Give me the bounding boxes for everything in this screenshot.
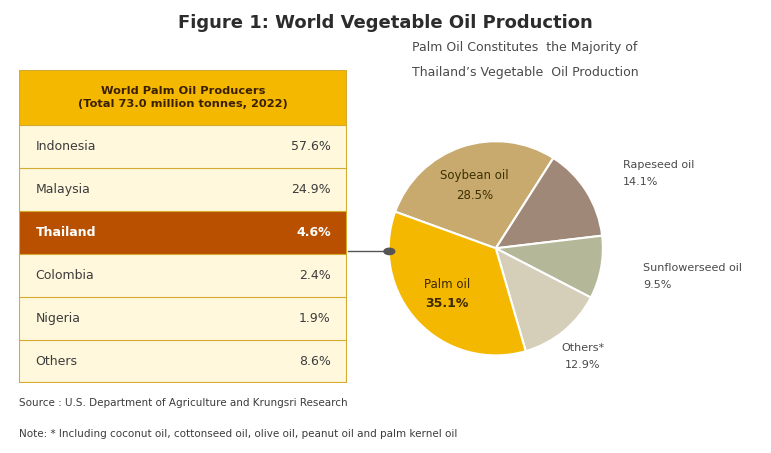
Text: 35.1%: 35.1% <box>426 297 469 310</box>
FancyBboxPatch shape <box>19 254 347 297</box>
Text: 2.4%: 2.4% <box>299 269 331 282</box>
Text: 9.5%: 9.5% <box>643 280 671 290</box>
Text: 12.9%: 12.9% <box>565 360 601 370</box>
FancyBboxPatch shape <box>19 168 347 211</box>
Text: Nigeria: Nigeria <box>35 312 81 325</box>
Text: 4.6%: 4.6% <box>296 226 331 239</box>
Text: Palm oil: Palm oil <box>424 278 470 290</box>
FancyBboxPatch shape <box>19 340 347 383</box>
Text: Thailand’s Vegetable  Oil Production: Thailand’s Vegetable Oil Production <box>412 66 639 79</box>
Text: World Palm Oil Producers
(Total 73.0 million tonnes, 2022): World Palm Oil Producers (Total 73.0 mil… <box>78 86 288 109</box>
Text: Soybean oil: Soybean oil <box>440 169 509 182</box>
FancyBboxPatch shape <box>19 125 347 168</box>
Text: 1.9%: 1.9% <box>299 312 331 325</box>
Wedge shape <box>496 158 602 248</box>
Text: Palm Oil Constitutes  the Majority of: Palm Oil Constitutes the Majority of <box>412 41 638 54</box>
Wedge shape <box>396 141 554 248</box>
Text: 57.6%: 57.6% <box>291 140 331 153</box>
Text: Malaysia: Malaysia <box>35 183 90 196</box>
Wedge shape <box>496 248 591 351</box>
Text: Note: * Including coconut oil, cottonseed oil, olive oil, peanut oil and palm ke: Note: * Including coconut oil, cottonsee… <box>19 429 458 439</box>
Text: Thailand: Thailand <box>35 226 96 239</box>
Text: 14.1%: 14.1% <box>623 178 658 188</box>
Text: Others: Others <box>35 355 78 368</box>
Text: Figure 1: World Vegetable Oil Production: Figure 1: World Vegetable Oil Production <box>178 14 593 32</box>
Text: 24.9%: 24.9% <box>291 183 331 196</box>
Text: Others*: Others* <box>561 343 604 353</box>
Text: Indonesia: Indonesia <box>35 140 96 153</box>
Text: Sunflowerseed oil: Sunflowerseed oil <box>643 263 742 273</box>
FancyBboxPatch shape <box>19 297 347 340</box>
Wedge shape <box>389 212 526 356</box>
FancyBboxPatch shape <box>19 70 347 125</box>
Text: 8.6%: 8.6% <box>298 355 331 368</box>
FancyBboxPatch shape <box>19 211 347 254</box>
Text: Source : U.S. Department of Agriculture and Krungsri Research: Source : U.S. Department of Agriculture … <box>19 398 348 408</box>
Text: Colombia: Colombia <box>35 269 94 282</box>
Wedge shape <box>496 236 603 298</box>
Text: 28.5%: 28.5% <box>456 188 493 202</box>
Text: Rapeseed oil: Rapeseed oil <box>623 160 695 170</box>
